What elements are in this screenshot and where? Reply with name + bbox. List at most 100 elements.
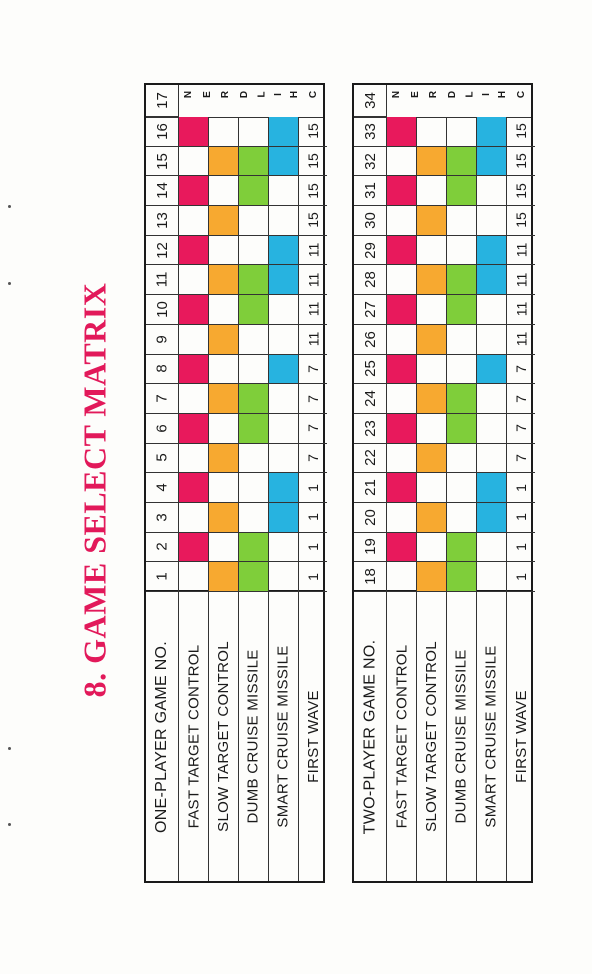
binder-hole-mark: [8, 282, 11, 285]
option-cell-dumb: [447, 324, 477, 355]
option-cell-smart: [477, 176, 507, 207]
option-cell-slow: [209, 384, 239, 414]
first-wave-value: 15: [512, 182, 529, 199]
game-number-cell: 17: [146, 85, 179, 117]
header-label-text: TWO-PLAYER GAME NO.: [361, 639, 379, 834]
row-label-fast-text: FAST TARGET CONTROL: [393, 644, 411, 829]
first-wave-cell: 15: [507, 147, 535, 177]
option-cell-slow: [417, 354, 447, 385]
first-wave-value: 15: [304, 123, 321, 140]
option-cell-fast: [387, 443, 417, 474]
option-cell-smart: [269, 117, 299, 147]
option-cell-slow: [209, 502, 239, 533]
game-number: 20: [361, 508, 379, 526]
game-number: 7: [153, 394, 171, 403]
option-cell-slow: [209, 562, 239, 592]
option-cell-dumb: [239, 443, 269, 474]
first-wave-value: 11: [512, 302, 529, 317]
option-cell-smart: [477, 354, 507, 385]
row-label-smart: SMART CRUISE MISSILE: [269, 592, 299, 881]
game-number-cell: 15: [146, 146, 179, 177]
game-number-cell: 18: [354, 562, 387, 592]
option-cell-slow: [209, 324, 239, 355]
children-letter: L: [464, 91, 476, 98]
game-number-cell: 13: [146, 206, 179, 236]
game-number-cell: 26: [354, 324, 387, 355]
option-cell-smart: [477, 295, 507, 325]
option-cell-dumb: [447, 146, 477, 177]
game-number-cell: 7: [146, 384, 179, 414]
game-number-cell: 4: [146, 473, 179, 503]
first-wave-cell: 1: [299, 473, 327, 503]
game-number-cell: 1: [146, 562, 179, 592]
first-wave-cell: 7: [299, 444, 327, 474]
game-number: 17: [153, 92, 171, 109]
option-cell-smart: [269, 443, 299, 474]
row-label-dumb: DUMB CRUISE MISSILE: [447, 592, 477, 881]
option-cell-fast: [179, 265, 209, 296]
first-wave-value: 15: [304, 153, 321, 169]
first-wave-value: 7: [512, 394, 529, 403]
game-number: 24: [361, 390, 379, 407]
game-number: 27: [361, 301, 379, 318]
option-cell-fast: [179, 473, 209, 503]
option-cell-fast: [387, 532, 417, 563]
children-letter: N: [390, 90, 402, 99]
option-cell-dumb: [447, 502, 477, 533]
first-wave-cell: 15: [299, 206, 327, 236]
first-wave-label-text: FIRST WAVE: [304, 690, 322, 783]
option-cell-smart: [477, 265, 507, 296]
option-cell-dumb: [239, 117, 269, 147]
row-label-dumb: DUMB CRUISE MISSILE: [239, 592, 269, 881]
option-cell-slow: [417, 502, 447, 533]
option-cell-fast: [387, 413, 417, 444]
option-cell-slow: [417, 176, 447, 207]
option-cell-smart: [269, 502, 299, 533]
first-wave-value: 1: [512, 483, 529, 492]
first-wave-cell: 15: [507, 117, 535, 147]
option-cell-slow: [209, 295, 239, 325]
option-cell-smart: [477, 235, 507, 266]
option-cell-fast: [387, 295, 417, 325]
option-cell-slow: [209, 117, 239, 147]
option-cell-slow: [417, 206, 447, 236]
option-cell-dumb: [447, 176, 477, 207]
game-number: 22: [361, 449, 379, 467]
first-wave-label-text: FIRST WAVE: [512, 690, 530, 783]
first-wave-cell: 7: [507, 384, 535, 414]
option-cell-dumb: [447, 206, 477, 236]
first-wave-value: 15: [304, 212, 321, 229]
first-wave-value: 7: [512, 424, 529, 433]
option-cell-dumb: [447, 295, 477, 325]
first-wave-cell: 11: [299, 265, 327, 296]
game-number: 19: [361, 538, 379, 556]
game-number-cell: 31: [354, 176, 387, 207]
option-cell-smart: [269, 265, 299, 296]
option-cell-smart: [269, 413, 299, 444]
first-wave-value: 11: [304, 242, 321, 258]
option-cell-dumb: [239, 532, 269, 563]
option-cell-slow: [209, 176, 239, 207]
option-cell-fast: [179, 562, 209, 592]
first-wave-value: 1: [304, 572, 321, 581]
game-number-cell: 29: [354, 235, 387, 266]
game-number: 26: [361, 330, 379, 348]
option-cell-fast: [179, 117, 209, 147]
option-cell-dumb: [239, 295, 269, 325]
game-number: 33: [361, 123, 379, 140]
option-cell-slow: [417, 532, 447, 563]
option-cell-dumb: [447, 235, 477, 266]
option-cell-slow: [417, 413, 447, 444]
option-cell-smart: [477, 502, 507, 533]
option-cell-slow: [209, 473, 239, 503]
option-cell-smart: [477, 324, 507, 355]
first-wave-cell: 1: [507, 503, 535, 533]
game-number: 8: [153, 364, 171, 374]
first-wave-value: 7: [304, 454, 321, 462]
option-cell-smart: [269, 532, 299, 563]
option-cell-smart: [269, 384, 299, 414]
game-number-cell: 33: [354, 117, 387, 147]
option-cell-fast: [387, 324, 417, 355]
option-cell-dumb: [239, 146, 269, 177]
first-wave-value: 1: [512, 513, 529, 522]
